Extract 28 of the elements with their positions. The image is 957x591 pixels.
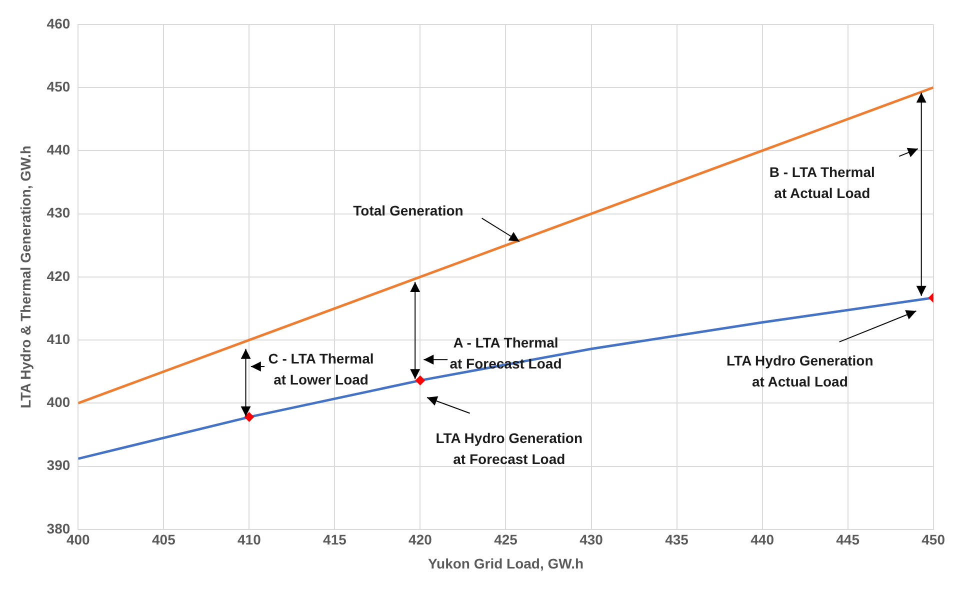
y-tick-label: 430 [46, 204, 70, 221]
annotation: C - LTA Thermal at Lower Load [268, 350, 374, 388]
y-tick-label: 450 [46, 78, 70, 94]
x-tick-label: 415 [323, 532, 347, 548]
x-tick-label: 410 [238, 532, 262, 548]
y-tick-label: 390 [46, 457, 70, 474]
x-tick-label: 420 [408, 532, 432, 548]
y-tick-label: 440 [46, 142, 70, 158]
y-axis-title: LTA Hydro & Thermal Generation, GW.h [17, 146, 34, 408]
x-tick-label: 445 [836, 532, 860, 548]
x-tick-label: 450 [922, 532, 946, 548]
annotation: B - LTA Thermal at Actual Load [769, 164, 875, 201]
annotation: LTA Hydro Generation at Forecast Load [436, 430, 583, 468]
y-tick-label: 400 [46, 394, 70, 410]
x-tick-label: 425 [494, 532, 518, 548]
point [244, 412, 254, 422]
annotation: Total Generation [353, 202, 464, 219]
x-tick-label: 435 [665, 532, 689, 548]
y-tick-label: 460 [46, 15, 70, 32]
y-tick-label: 410 [46, 330, 70, 347]
annotation: LTA Hydro Generation at Actual Load [726, 352, 874, 390]
x-tick-label: 405 [152, 532, 176, 548]
y-tick-label: 420 [46, 268, 70, 284]
x-axis-title: Yukon Grid Load, GW.h [428, 555, 584, 572]
y-tick-label: 380 [46, 520, 70, 536]
x-tick-label: 430 [580, 532, 604, 548]
point [415, 375, 426, 386]
x-tick-label: 440 [750, 532, 774, 548]
